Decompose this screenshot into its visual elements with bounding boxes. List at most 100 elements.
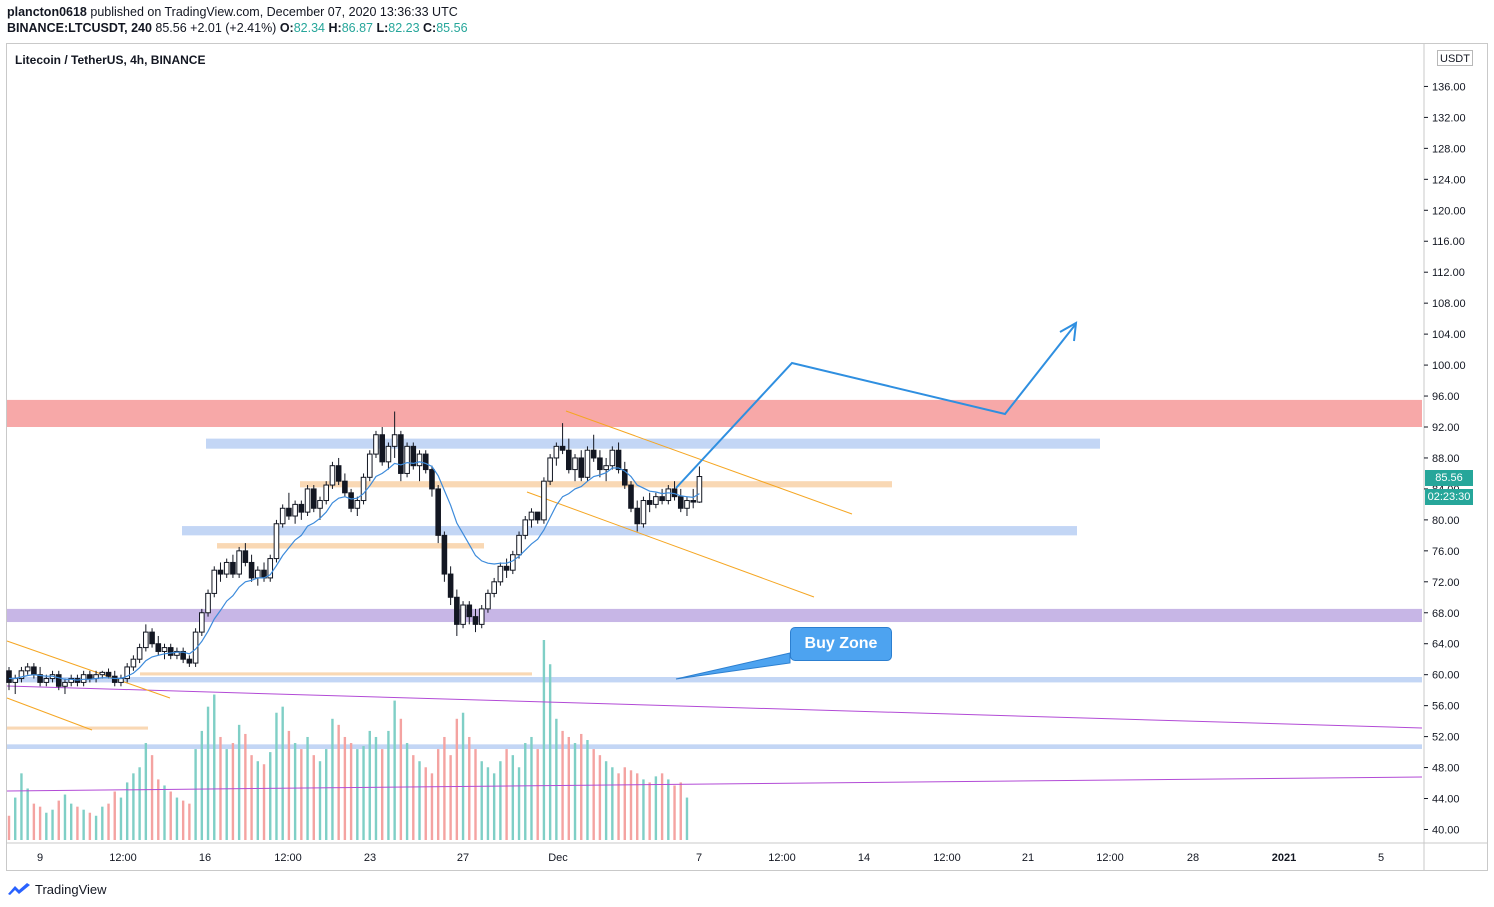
candle-body	[62, 681, 68, 687]
chart-header: plancton0618 published on TradingView.co…	[7, 4, 1487, 38]
high-label: H:	[328, 21, 342, 35]
author-name[interactable]: plancton0618	[7, 5, 87, 19]
price-tick-label: 104.00	[1432, 329, 1466, 341]
footer: TradingView	[7, 880, 107, 898]
price-tick-label: 48.00	[1432, 763, 1460, 775]
candle-body	[584, 449, 591, 478]
low-value: 82.23	[388, 21, 420, 35]
volume-bar	[318, 761, 322, 840]
left-channel-upper	[6, 640, 171, 699]
chart-frame[interactable]	[6, 43, 1488, 871]
time-tick-label: 7	[696, 852, 702, 864]
time-tick-label: 14	[858, 852, 870, 864]
candle-body	[578, 457, 585, 478]
volume-bar	[648, 782, 651, 840]
candle-body	[597, 457, 603, 471]
candle-body	[516, 534, 522, 556]
candle-body	[105, 671, 112, 677]
candle-body	[460, 604, 466, 625]
volume-bar	[387, 730, 390, 840]
volume-bar	[592, 749, 595, 840]
candle-body	[435, 488, 441, 536]
volume-bar	[617, 773, 620, 840]
candle-body	[335, 465, 342, 482]
axes-layer: 136.00 132.00 128.00 124.00 120.00 116.00 112.…	[7, 44, 1487, 870]
candle-body	[503, 565, 510, 571]
candle-body	[205, 592, 211, 614]
candle-body	[329, 465, 336, 486]
candle-body	[684, 500, 690, 509]
price-tick-label: 40.00	[1432, 824, 1460, 836]
candle-body	[572, 457, 578, 471]
time-tick-label: 23	[364, 852, 376, 864]
candle-body	[559, 445, 566, 451]
volume-bar	[169, 791, 172, 840]
price-tick-label: 92.00	[1432, 422, 1460, 434]
candle-body	[447, 573, 454, 598]
volume-bar	[542, 640, 546, 840]
price-tick-label: 64.00	[1432, 639, 1460, 651]
high-value: 86.87	[341, 21, 373, 35]
time-tick-label: 16	[199, 852, 211, 864]
candle-body	[671, 488, 678, 498]
candle-body	[665, 488, 672, 502]
volume-bar	[393, 700, 396, 840]
currency-badge[interactable]: USDT	[1437, 50, 1473, 66]
candle-body	[111, 675, 118, 683]
tradingview-logo-icon[interactable]	[7, 882, 31, 896]
volume-bar	[138, 767, 141, 840]
volume-bar	[443, 736, 446, 840]
volume-bar	[492, 773, 496, 840]
candle-body	[472, 616, 479, 625]
candle-body	[242, 550, 249, 563]
volume-bar	[38, 806, 42, 840]
candle-body	[416, 453, 423, 467]
candle-body	[6, 670, 12, 683]
candle-body	[323, 484, 330, 502]
time-tick-label: 12:00	[933, 852, 961, 864]
volume-bar	[225, 749, 228, 840]
volume-bar	[586, 740, 589, 840]
candle-body	[466, 604, 473, 618]
candle-body	[385, 445, 392, 463]
volume-bar	[76, 806, 79, 840]
candle-body	[180, 650, 186, 660]
candle-body	[429, 469, 435, 490]
candle-body	[124, 666, 130, 680]
buy-zone-pointer	[675, 652, 791, 680]
countdown-tag: 02:23:30	[1425, 489, 1473, 505]
time-tick-label: 9	[37, 852, 43, 864]
price-tick-label: 136.00	[1432, 81, 1466, 93]
time-tick-label: 2021	[1272, 852, 1296, 864]
symbol-label: BINANCE:LTCUSDT, 240	[7, 21, 152, 35]
candle-body	[130, 658, 137, 668]
volume-bar	[418, 761, 421, 840]
volume-bar	[362, 746, 365, 840]
buy-zone-callout[interactable]: Buy Zone	[790, 627, 892, 661]
volume-bar	[213, 694, 216, 840]
volume-bar	[530, 736, 533, 840]
candle-body	[646, 500, 653, 505]
candle-body	[373, 434, 379, 455]
volume-bar	[468, 736, 471, 840]
candle-body	[547, 457, 553, 482]
candle-body	[31, 666, 37, 676]
volume-bar	[88, 812, 92, 840]
ema-layer	[9, 461, 700, 681]
candle-body	[317, 500, 323, 509]
candle-body	[491, 581, 497, 594]
volume-bar	[325, 749, 328, 840]
orange-zone-upper	[300, 481, 892, 488]
volume-bar	[132, 773, 135, 840]
volume-bar	[461, 712, 465, 840]
time-tick-label: 21	[1022, 852, 1034, 864]
candle-body	[354, 500, 361, 509]
resistance-zone	[7, 399, 1422, 427]
candle-body	[404, 445, 410, 474]
candle-body	[497, 565, 504, 583]
candle-body	[211, 569, 218, 594]
candle-body	[510, 554, 516, 571]
volume-bar	[499, 761, 502, 840]
footer-brand[interactable]: TradingView	[35, 881, 107, 897]
